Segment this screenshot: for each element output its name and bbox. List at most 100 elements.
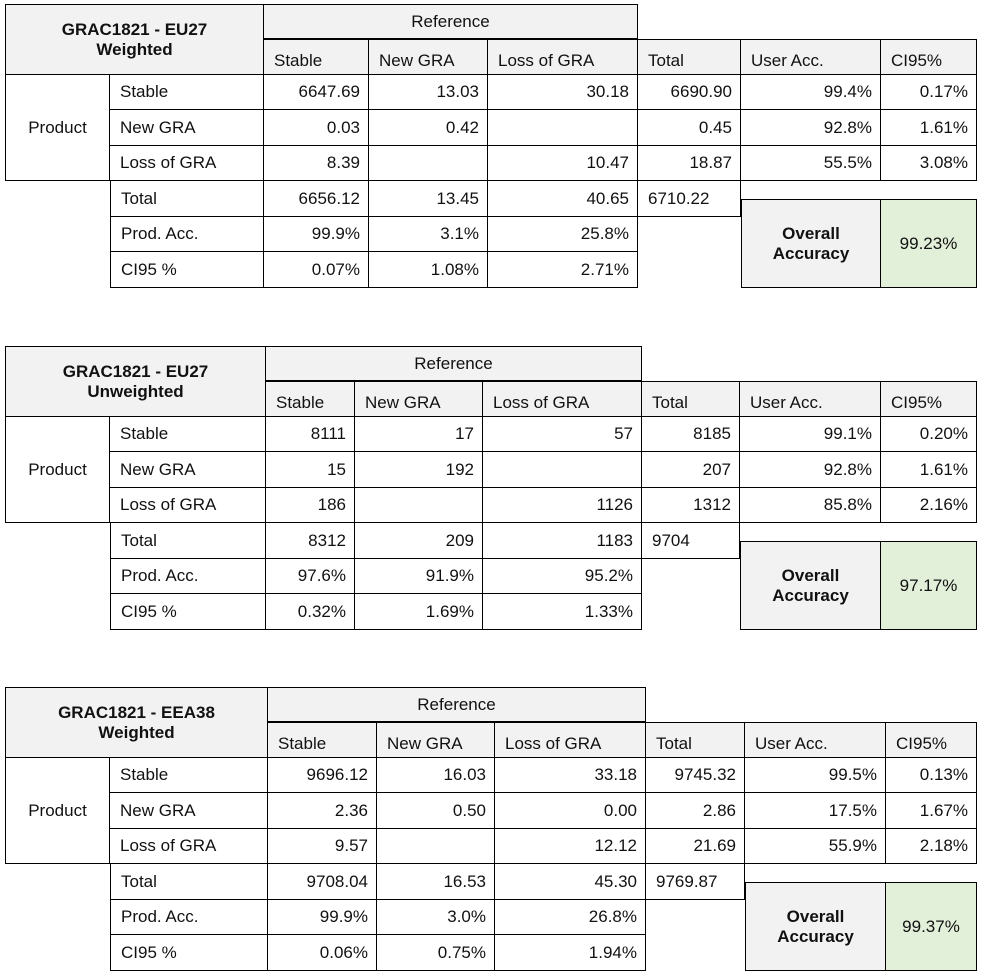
row-header: Stable (110, 758, 268, 793)
product-label: Product (5, 758, 110, 864)
total-cell: 9704 (642, 523, 740, 559)
matrix-cell: 8185 (642, 417, 740, 452)
total-cell: 8312 (266, 523, 355, 559)
matrix-cell: 0.50 (377, 793, 495, 829)
total-cell: 13.45 (369, 181, 488, 217)
overall-label-line1: Overall (786, 906, 845, 926)
prod-acc-row-header: Prod. Acc. (110, 559, 266, 594)
ci95-cell: 0.32% (266, 594, 355, 630)
ci95-cell: 0.07% (264, 252, 369, 288)
prod-acc-cell: 91.9% (355, 559, 483, 594)
overall-label-line2: Accuracy (772, 585, 849, 605)
overall-label-line2: Accuracy (777, 926, 854, 946)
total-cell: 1183 (483, 523, 642, 559)
matrix-cell: 0.17% (881, 75, 977, 110)
matrix-cell: 55.9% (745, 829, 886, 864)
matrix-cell: 55.5% (741, 146, 881, 181)
matrix-title: GRAC1821 - EU27 Unweighted (5, 346, 266, 417)
column-header: CI95% (886, 722, 977, 758)
matrix-cell: 92.8% (741, 110, 881, 146)
prod-acc-cell: 3.1% (369, 217, 488, 252)
matrix-cell: 16.03 (377, 758, 495, 793)
ci95-cell: 2.71% (488, 252, 638, 288)
ci95-cell: 0.06% (268, 935, 377, 971)
matrix-cell (488, 110, 638, 146)
matrix-cell: 30.18 (488, 75, 638, 110)
product-label: Product (5, 417, 110, 523)
matrix-cell: 2.18% (886, 829, 977, 864)
row-header: Loss of GRA (110, 146, 264, 181)
matrix-title: GRAC1821 - EU27 Weighted (5, 4, 264, 75)
matrix-cell: 3.08% (881, 146, 977, 181)
matrix-cell: 192 (355, 452, 483, 488)
total-cell: 9769.87 (646, 864, 745, 900)
matrix-cell: 1.67% (886, 793, 977, 829)
column-header: Total (638, 39, 741, 75)
matrix-cell: 57 (483, 417, 642, 452)
total-row-header: Total (110, 523, 266, 559)
matrix-cell: 0.45 (638, 110, 741, 146)
matrix-cell (355, 488, 483, 523)
matrix-cell: 6690.90 (638, 75, 741, 110)
column-header: New GRA (355, 381, 483, 417)
ci95-cell: 1.08% (369, 252, 488, 288)
ci95-cell: 1.94% (495, 935, 646, 971)
matrix-cell: 8111 (266, 417, 355, 452)
row-header: Loss of GRA (110, 488, 266, 523)
column-header: New GRA (377, 722, 495, 758)
total-cell: 16.53 (377, 864, 495, 900)
matrix-cell: 17 (355, 417, 483, 452)
matrix-cell: 0.42 (369, 110, 488, 146)
ci95-cell: 1.33% (483, 594, 642, 630)
overall-accuracy-label: Overall Accuracy (740, 541, 881, 630)
row-header: Stable (110, 417, 266, 452)
matrix-cell: 2.36 (268, 793, 377, 829)
matrix-title-line2: Weighted (96, 39, 173, 59)
matrix-title-line2: Weighted (98, 722, 175, 742)
prod-acc-cell: 3.0% (377, 900, 495, 935)
matrix-title: GRAC1821 - EEA38 Weighted (5, 687, 268, 758)
total-cell: 6656.12 (264, 181, 369, 217)
matrix-cell: 99.5% (745, 758, 886, 793)
matrix-cell: 9696.12 (268, 758, 377, 793)
column-header: Loss of GRA (483, 381, 642, 417)
prod-acc-cell: 97.6% (266, 559, 355, 594)
column-header: Total (642, 381, 740, 417)
row-header: New GRA (110, 110, 264, 146)
column-header: User Acc. (745, 722, 886, 758)
matrix-cell: 17.5% (745, 793, 886, 829)
column-header: New GRA (369, 39, 488, 75)
ci95-row-header: CI95 % (110, 252, 264, 288)
matrix-cell: 13.03 (369, 75, 488, 110)
matrix-cell: 33.18 (495, 758, 646, 793)
matrix-cell: 0.03 (264, 110, 369, 146)
matrix-cell: 18.87 (638, 146, 741, 181)
ci95-row-header: CI95 % (110, 935, 268, 971)
matrix-cell: 2.86 (646, 793, 745, 829)
column-header: Stable (266, 381, 355, 417)
overall-accuracy-label: Overall Accuracy (741, 199, 881, 288)
ci95-cell: 1.69% (355, 594, 483, 630)
prod-acc-cell: 95.2% (483, 559, 642, 594)
ci95-row-header: CI95 % (110, 594, 266, 630)
overall-label-line2: Accuracy (772, 243, 850, 263)
matrix-cell: 0.20% (881, 417, 977, 452)
reference-header: Reference (264, 4, 638, 39)
prod-acc-cell: 26.8% (495, 900, 646, 935)
overall-accuracy-label: Overall Accuracy (745, 882, 886, 971)
total-cell: 45.30 (495, 864, 646, 900)
column-header: CI95% (881, 39, 977, 75)
matrix-title-line1: GRAC1821 - EU27 (61, 19, 208, 39)
matrix-cell: 0.00 (495, 793, 646, 829)
ci95-cell: 0.75% (377, 935, 495, 971)
overall-accuracy-value: 99.37% (886, 882, 977, 971)
matrix-cell: 85.8% (740, 488, 881, 523)
matrix-cell: 1.61% (881, 110, 977, 146)
total-cell: 209 (355, 523, 483, 559)
column-header: Loss of GRA (495, 722, 646, 758)
matrix-cell: 15 (266, 452, 355, 488)
matrix-cell: 12.12 (495, 829, 646, 864)
overall-label-line1: Overall (781, 565, 840, 585)
total-row-header: Total (110, 864, 268, 900)
matrix-title-line2: Unweighted (87, 381, 184, 401)
